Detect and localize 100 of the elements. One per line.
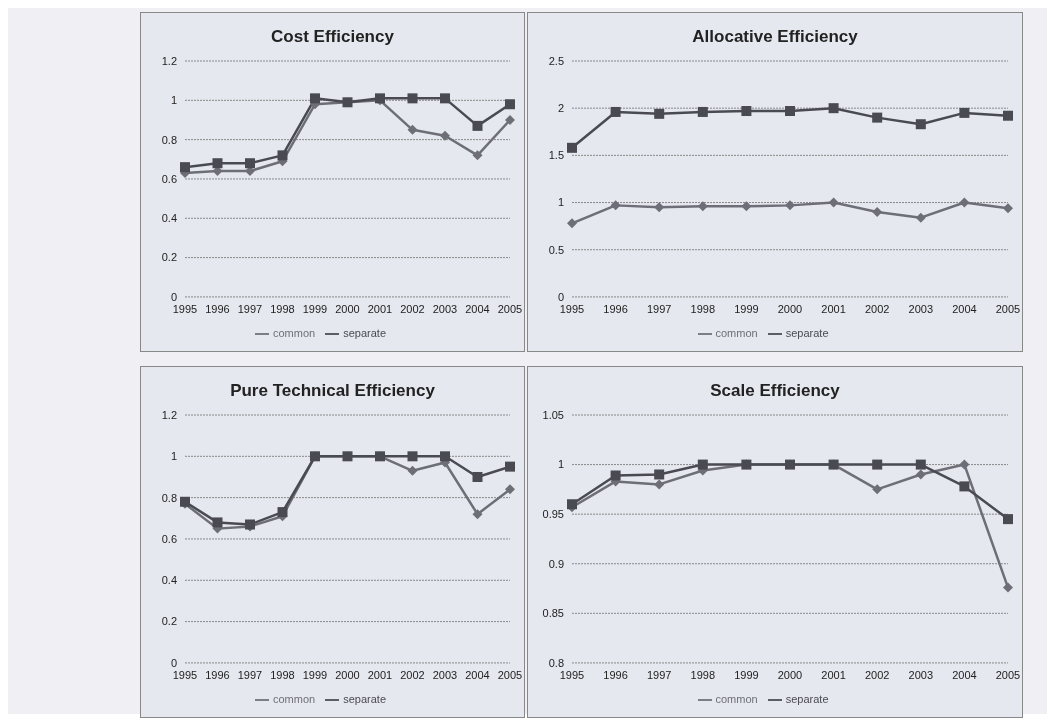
point: [915, 469, 926, 480]
y-tick-label: 2.5: [548, 54, 564, 67]
y-tick-label: 0.8: [161, 491, 177, 504]
y-tick-label: 0: [557, 290, 564, 303]
x-tick-label: 2002: [400, 668, 425, 681]
point: [959, 197, 970, 208]
x-tick-label: 1999: [302, 668, 328, 681]
point: [472, 509, 483, 520]
legend-label: common: [715, 326, 758, 339]
y-tick-label: 1: [170, 450, 177, 463]
y-tick-label: 0.2: [161, 615, 177, 628]
y-tick-label: 0.8: [161, 133, 177, 146]
point: [440, 451, 450, 462]
x-tick-label: 2004: [465, 302, 490, 315]
legend-label: common: [273, 692, 316, 705]
x-tick-label: 2004: [952, 302, 977, 315]
x-tick-label: 2001: [821, 668, 846, 681]
y-tick-label: 0.4: [161, 574, 177, 587]
point: [1003, 110, 1013, 121]
x-tick-label: 2001: [367, 668, 393, 681]
x-tick-label: 2003: [432, 668, 458, 681]
point: [610, 106, 621, 117]
point: [212, 158, 223, 169]
x-tick-label: 2004: [952, 668, 977, 681]
x-tick-label: 1995: [559, 302, 585, 315]
x-tick-label: 2002: [864, 668, 890, 681]
y-tick-label: 0.6: [161, 532, 177, 545]
point: [505, 99, 515, 110]
point: [472, 150, 483, 161]
x-tick-label: 2002: [864, 302, 890, 315]
point: [741, 201, 752, 212]
x-tick-label: 2005: [995, 302, 1021, 315]
y-tick-label: 0.9: [548, 557, 564, 570]
y-tick-label: 1.2: [161, 408, 177, 421]
point: [654, 469, 665, 480]
point: [872, 459, 883, 470]
point: [915, 212, 926, 223]
point: [407, 465, 418, 476]
x-tick-label: 1998: [690, 668, 716, 681]
y-tick-label: 2: [557, 102, 564, 115]
point: [407, 451, 418, 462]
x-tick-label: 2000: [777, 302, 803, 315]
x-tick-label: 2000: [777, 668, 803, 681]
y-tick-label: 0.85: [542, 607, 564, 620]
point: [785, 106, 795, 117]
point: [407, 124, 418, 135]
legend-label: separate: [785, 692, 829, 705]
point: [567, 218, 577, 229]
x-tick-label: 2005: [995, 668, 1021, 681]
x-tick-label: 1997: [237, 668, 263, 681]
x-tick-label: 2003: [908, 302, 934, 315]
point: [697, 201, 708, 212]
point: [915, 459, 926, 470]
point: [1003, 582, 1013, 593]
y-tick-label: 0: [170, 656, 177, 669]
chart-title: Allocative Efficiency: [691, 26, 859, 48]
point: [828, 197, 839, 208]
point: [959, 481, 970, 492]
x-tick-label: 1996: [603, 668, 628, 681]
point: [741, 106, 752, 117]
point: [959, 459, 970, 470]
point: [567, 142, 577, 153]
x-tick-label: 1996: [205, 302, 230, 315]
x-tick-label: 2000: [335, 668, 360, 681]
x-tick-label: 2005: [497, 302, 523, 315]
point: [697, 106, 708, 117]
legend-label: common: [273, 326, 316, 339]
y-tick-label: 0.2: [161, 251, 177, 264]
point: [1003, 203, 1013, 214]
x-tick-label: 1995: [559, 668, 585, 681]
point: [212, 517, 223, 528]
legend-label: separate: [343, 326, 386, 339]
point: [872, 206, 883, 217]
x-tick-label: 1995: [172, 668, 198, 681]
chart-title: Scale Efficiency: [709, 380, 841, 402]
point: [654, 108, 665, 119]
point: [472, 471, 483, 482]
x-tick-label: 2001: [821, 302, 846, 315]
y-tick-label: 0.6: [161, 172, 177, 185]
x-tick-label: 1998: [270, 302, 295, 315]
x-tick-label: 1998: [690, 302, 716, 315]
point: [407, 93, 418, 104]
point: [959, 107, 970, 118]
y-tick-label: 0: [170, 290, 177, 303]
point: [654, 202, 665, 213]
point: [277, 150, 288, 161]
x-tick-label: 2002: [400, 302, 425, 315]
point: [654, 479, 665, 490]
y-tick-label: 1: [557, 196, 564, 209]
point: [610, 470, 621, 481]
x-tick-label: 2003: [432, 302, 458, 315]
point: [505, 461, 515, 472]
y-tick-label: 1.2: [161, 54, 177, 67]
y-tick-label: 0.4: [161, 212, 177, 225]
point: [440, 93, 450, 104]
x-tick-label: 2003: [908, 668, 934, 681]
y-tick-label: 0.5: [548, 243, 564, 256]
point: [277, 507, 288, 518]
y-tick-label: 1.5: [548, 149, 564, 162]
x-tick-label: 2000: [335, 302, 360, 315]
